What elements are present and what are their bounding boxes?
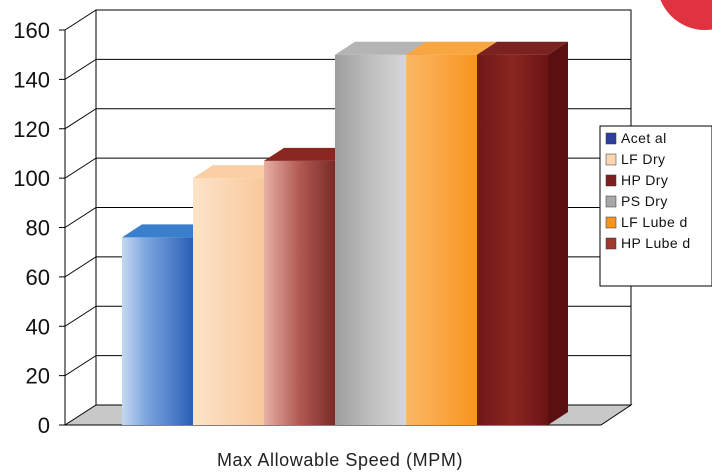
gridline-diagonal <box>64 9 97 31</box>
legend-swatch <box>605 237 617 250</box>
x-axis-label: Max Allowable Speed (MPM) <box>217 450 463 470</box>
legend-swatch <box>605 153 617 166</box>
legend-swatch <box>605 216 617 229</box>
legend-swatch <box>605 195 617 208</box>
gridline-diagonal <box>64 108 97 130</box>
y-tick-label: 20 <box>26 364 50 389</box>
y-tick-label: 60 <box>26 265 50 290</box>
legend: Acet al LF Dry HP Dry PS Dry LF Lube d HP Lub… <box>599 125 712 287</box>
y-tick-label: 140 <box>13 67 50 92</box>
gridline-diagonal <box>64 256 97 278</box>
gridline-diagonal <box>64 207 97 228</box>
gridline-diagonal <box>64 157 97 179</box>
corner-decoration <box>660 0 712 30</box>
gridline-diagonal <box>64 58 97 80</box>
y-tick-label: 40 <box>26 314 50 339</box>
legend-label: PS Dry <box>621 193 668 209</box>
y-tick-label: 120 <box>13 117 50 142</box>
legend-label: HP Lube d <box>621 235 691 251</box>
y-tick-label: 0 <box>38 413 50 438</box>
legend-swatch <box>605 174 617 187</box>
legend-label: LF Lube d <box>621 214 688 230</box>
y-tick-label: 80 <box>26 216 50 241</box>
legend-label: LF Dry <box>621 151 665 167</box>
legend-swatch <box>605 132 617 145</box>
y-axis-ticks: 0 20 40 60 80 100 120 140 160 <box>13 18 65 438</box>
legend-label: Acet al <box>621 130 667 146</box>
y-tick-label: 100 <box>13 166 50 191</box>
gridline-diagonal <box>64 355 97 377</box>
legend-box <box>599 125 712 287</box>
bar-6 <box>477 41 568 425</box>
bars <box>122 41 568 425</box>
gridline-diagonal <box>64 305 97 327</box>
y-tick-label: 160 <box>13 18 50 43</box>
legend-label: HP Dry <box>621 172 668 188</box>
